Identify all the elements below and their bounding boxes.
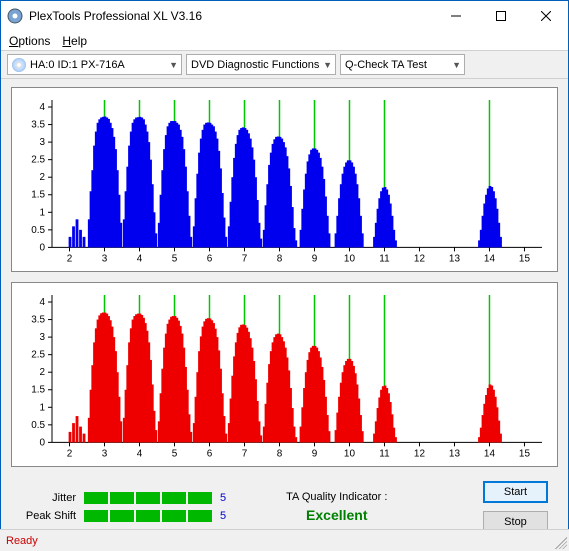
start-button[interactable]: Start: [483, 481, 548, 503]
svg-text:10: 10: [344, 253, 356, 264]
window-title: PlexTools Professional XL V3.16: [29, 9, 433, 23]
svg-text:7: 7: [242, 253, 248, 264]
svg-text:5: 5: [172, 253, 178, 264]
svg-text:2: 2: [39, 367, 45, 378]
svg-text:6: 6: [207, 448, 213, 459]
menu-options[interactable]: Options: [9, 34, 50, 48]
menu-help[interactable]: Help: [62, 34, 87, 48]
svg-text:4: 4: [137, 448, 143, 459]
function-select[interactable]: DVD Diagnostic Functions ▼: [186, 54, 336, 75]
svg-text:3: 3: [102, 448, 108, 459]
chart-bottom: 0 0.5 1 1.5 2 2.5 3 3.5 4 2 3 4 5 6 7 8 9 10 11 12 13 14 15: [11, 282, 558, 467]
close-button[interactable]: [523, 1, 568, 31]
svg-text:9: 9: [312, 448, 318, 459]
bottom-panel: Jitter 5 Peak Shift 5 TA Quality Indicat…: [11, 477, 558, 537]
chart-top-plot: 00.511.522.533.5423456789101112131415: [52, 100, 542, 247]
svg-text:3: 3: [102, 253, 108, 264]
drive-label: HA:0 ID:1 PX-716A: [30, 59, 125, 71]
svg-text:0.5: 0.5: [31, 420, 45, 431]
minimize-button[interactable]: [433, 1, 478, 31]
svg-text:0.5: 0.5: [31, 225, 45, 236]
quality-value: Excellent: [286, 507, 387, 523]
svg-text:2.5: 2.5: [31, 155, 45, 166]
svg-text:3.5: 3.5: [31, 120, 45, 131]
svg-text:12: 12: [414, 448, 426, 459]
svg-text:13: 13: [449, 448, 461, 459]
svg-text:8: 8: [277, 448, 283, 459]
jitter-value: 5: [220, 492, 226, 504]
peak-value: 5: [220, 510, 226, 522]
drive-select[interactable]: HA:0 ID:1 PX-716A ▼: [7, 54, 182, 75]
svg-text:1: 1: [39, 402, 45, 413]
svg-text:3: 3: [39, 137, 45, 148]
svg-text:1.5: 1.5: [31, 385, 45, 396]
svg-text:0: 0: [39, 437, 45, 448]
svg-text:15: 15: [519, 253, 531, 264]
maximize-button[interactable]: [478, 1, 523, 31]
toolbar: HA:0 ID:1 PX-716A ▼ DVD Diagnostic Functi…: [1, 51, 568, 79]
chart-bottom-plot: 00.511.522.533.5423456789101112131415: [52, 295, 542, 442]
jitter-bar: [84, 492, 212, 504]
svg-text:2: 2: [67, 253, 73, 264]
chevron-down-icon: ▼: [323, 60, 332, 70]
chevron-down-icon: ▼: [452, 60, 461, 70]
svg-text:7: 7: [242, 448, 248, 459]
menubar: Options Help: [1, 31, 568, 51]
svg-text:6: 6: [207, 253, 213, 264]
svg-text:14: 14: [484, 253, 496, 264]
metrics: Jitter 5 Peak Shift 5: [21, 492, 226, 522]
chart-top: 0 0.5 1 1.5 2 2.5 3 3.5 4 2 3 4 5 6 7 8 9 10 11 12 13 14 15: [11, 87, 558, 272]
jitter-row: Jitter 5: [21, 492, 226, 504]
svg-text:12: 12: [414, 253, 426, 264]
chevron-down-icon: ▼: [169, 60, 178, 70]
svg-text:4: 4: [39, 297, 45, 308]
svg-text:13: 13: [449, 253, 461, 264]
function-label: DVD Diagnostic Functions: [191, 59, 319, 71]
svg-text:15: 15: [519, 448, 531, 459]
jitter-label: Jitter: [21, 492, 76, 504]
svg-text:10: 10: [344, 448, 356, 459]
titlebar: PlexTools Professional XL V3.16: [1, 1, 568, 31]
test-label: Q-Check TA Test: [345, 59, 427, 71]
svg-text:2: 2: [39, 172, 45, 183]
peak-row: Peak Shift 5: [21, 510, 226, 522]
disc-icon: [12, 58, 26, 72]
svg-text:3: 3: [39, 332, 45, 343]
svg-text:3.5: 3.5: [31, 315, 45, 326]
main-content: 00.511.522.533.5423456789101112131415 00…: [1, 79, 568, 545]
peak-label: Peak Shift: [21, 510, 76, 522]
statusbar: Ready: [0, 529, 569, 551]
quality-label: TA Quality Indicator :: [286, 491, 387, 503]
svg-text:0: 0: [39, 242, 45, 253]
svg-text:14: 14: [484, 448, 496, 459]
svg-text:4: 4: [39, 102, 45, 113]
action-buttons: Start Stop: [483, 481, 548, 533]
peak-bar: [84, 510, 212, 522]
svg-text:11: 11: [379, 448, 390, 459]
test-select[interactable]: Q-Check TA Test ▼: [340, 54, 465, 75]
svg-text:1.5: 1.5: [31, 190, 45, 201]
status-text: Ready: [6, 535, 38, 547]
svg-text:11: 11: [379, 253, 390, 264]
svg-text:5: 5: [172, 448, 178, 459]
svg-text:2: 2: [67, 448, 73, 459]
svg-text:9: 9: [312, 253, 318, 264]
quality-block: TA Quality Indicator : Excellent: [286, 491, 387, 523]
svg-text:4: 4: [137, 253, 143, 264]
svg-text:8: 8: [277, 253, 283, 264]
svg-text:1: 1: [39, 207, 45, 218]
app-icon: [7, 8, 23, 24]
svg-text:2.5: 2.5: [31, 350, 45, 361]
